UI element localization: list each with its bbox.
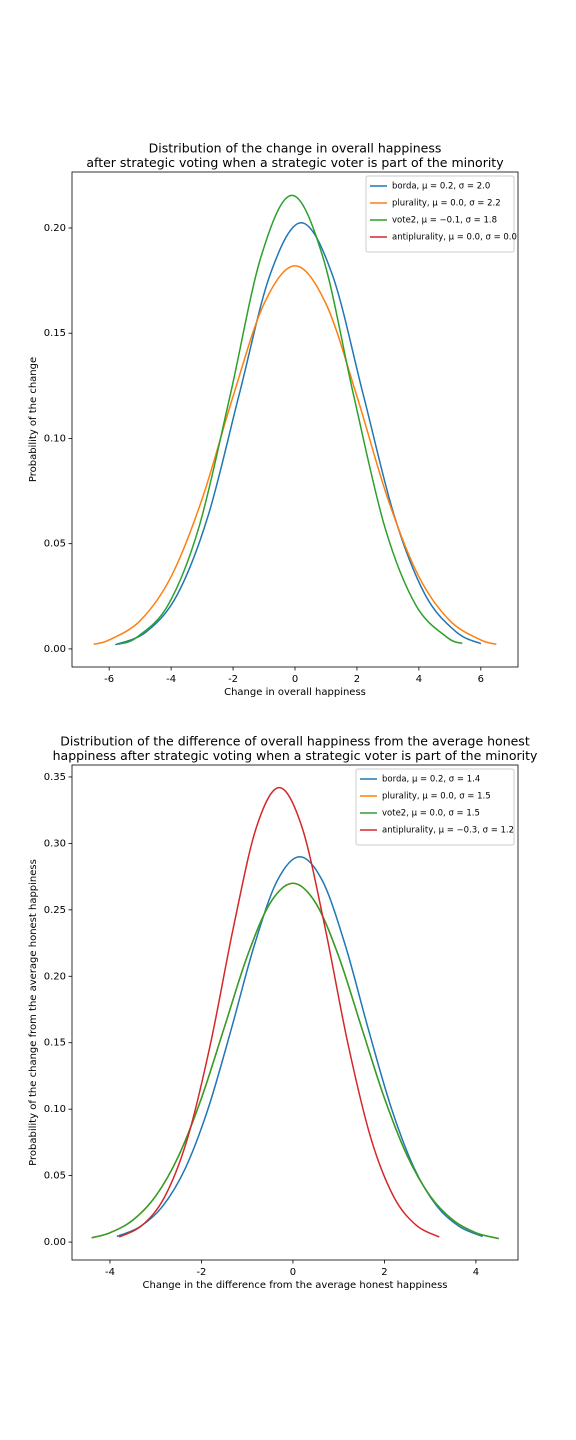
y-tick-label: 0.20 <box>44 971 66 982</box>
y-tick-label: 0.10 <box>44 433 66 444</box>
y-tick-label: 0.15 <box>44 328 66 339</box>
x-tick-label: 2 <box>381 1267 387 1278</box>
legend-box <box>365 175 515 253</box>
y-axis-label: Probability of the change <box>28 357 39 482</box>
y-tick-label: 0.15 <box>44 1038 66 1049</box>
x-tick-label: -4 <box>166 674 176 685</box>
legend-label: borda, μ = 0.2, σ = 1.4 <box>382 775 480 785</box>
x-tick-label: 4 <box>473 1267 479 1278</box>
y-tick-label: 0.20 <box>44 223 66 234</box>
y-axis-label: Probability of the change from the avera… <box>28 859 39 1166</box>
x-axis-label: Change in the difference from the averag… <box>143 1280 448 1291</box>
series-line <box>93 265 497 645</box>
chart-title: after strategic voting when a strategic … <box>86 155 504 170</box>
chart-title: Distribution of the difference of overal… <box>60 734 530 749</box>
legend-label: antiplurality, μ = 0.0, σ = 0.0 <box>392 233 517 243</box>
axes-frame <box>71 764 519 1261</box>
y-tick-label: 0.00 <box>44 1237 66 1248</box>
x-tick-label: -4 <box>105 1267 115 1278</box>
chart-title: Distribution of the change in overall ha… <box>149 141 442 156</box>
x-tick-label: 6 <box>478 674 484 685</box>
series-line <box>115 221 482 646</box>
y-tick-label: 0.05 <box>44 1171 66 1182</box>
axes-frame <box>71 171 519 668</box>
y-tick-label: 0.00 <box>44 644 66 655</box>
plot-lines <box>91 786 499 1240</box>
x-tick-label: -6 <box>104 674 114 685</box>
x-tick-label: 0 <box>290 1267 296 1278</box>
x-tick-label: 4 <box>416 674 422 685</box>
plot-lines <box>93 194 497 646</box>
x-tick-label: 2 <box>354 674 360 685</box>
chart-title: happiness after strategic voting when a … <box>53 748 538 763</box>
legend-label: vote2, μ = 0.0, σ = 1.5 <box>382 809 480 819</box>
legend-label: antiplurality, μ = −0.3, σ = 1.2 <box>382 826 514 836</box>
x-tick-label: -2 <box>196 1267 206 1278</box>
series-line <box>118 194 463 645</box>
legend-label: plurality, μ = 0.0, σ = 2.2 <box>392 199 501 209</box>
y-tick-label: 0.25 <box>44 905 66 916</box>
legend-label: plurality, μ = 0.0, σ = 1.5 <box>382 792 491 802</box>
legend-label: vote2, μ = −0.1, σ = 1.8 <box>392 216 497 226</box>
y-tick-label: 0.35 <box>44 772 66 783</box>
series-line <box>91 882 499 1240</box>
x-tick-label: 0 <box>292 674 298 685</box>
x-axis-label: Change in overall happiness <box>224 687 366 698</box>
y-tick-label: 0.30 <box>44 838 66 849</box>
y-tick-label: 0.05 <box>44 539 66 550</box>
series-line <box>118 786 440 1238</box>
y-tick-label: 0.10 <box>44 1104 66 1115</box>
legend-label: borda, μ = 0.2, σ = 2.0 <box>392 182 490 192</box>
x-tick-label: -2 <box>228 674 238 685</box>
legend-box <box>355 768 515 846</box>
